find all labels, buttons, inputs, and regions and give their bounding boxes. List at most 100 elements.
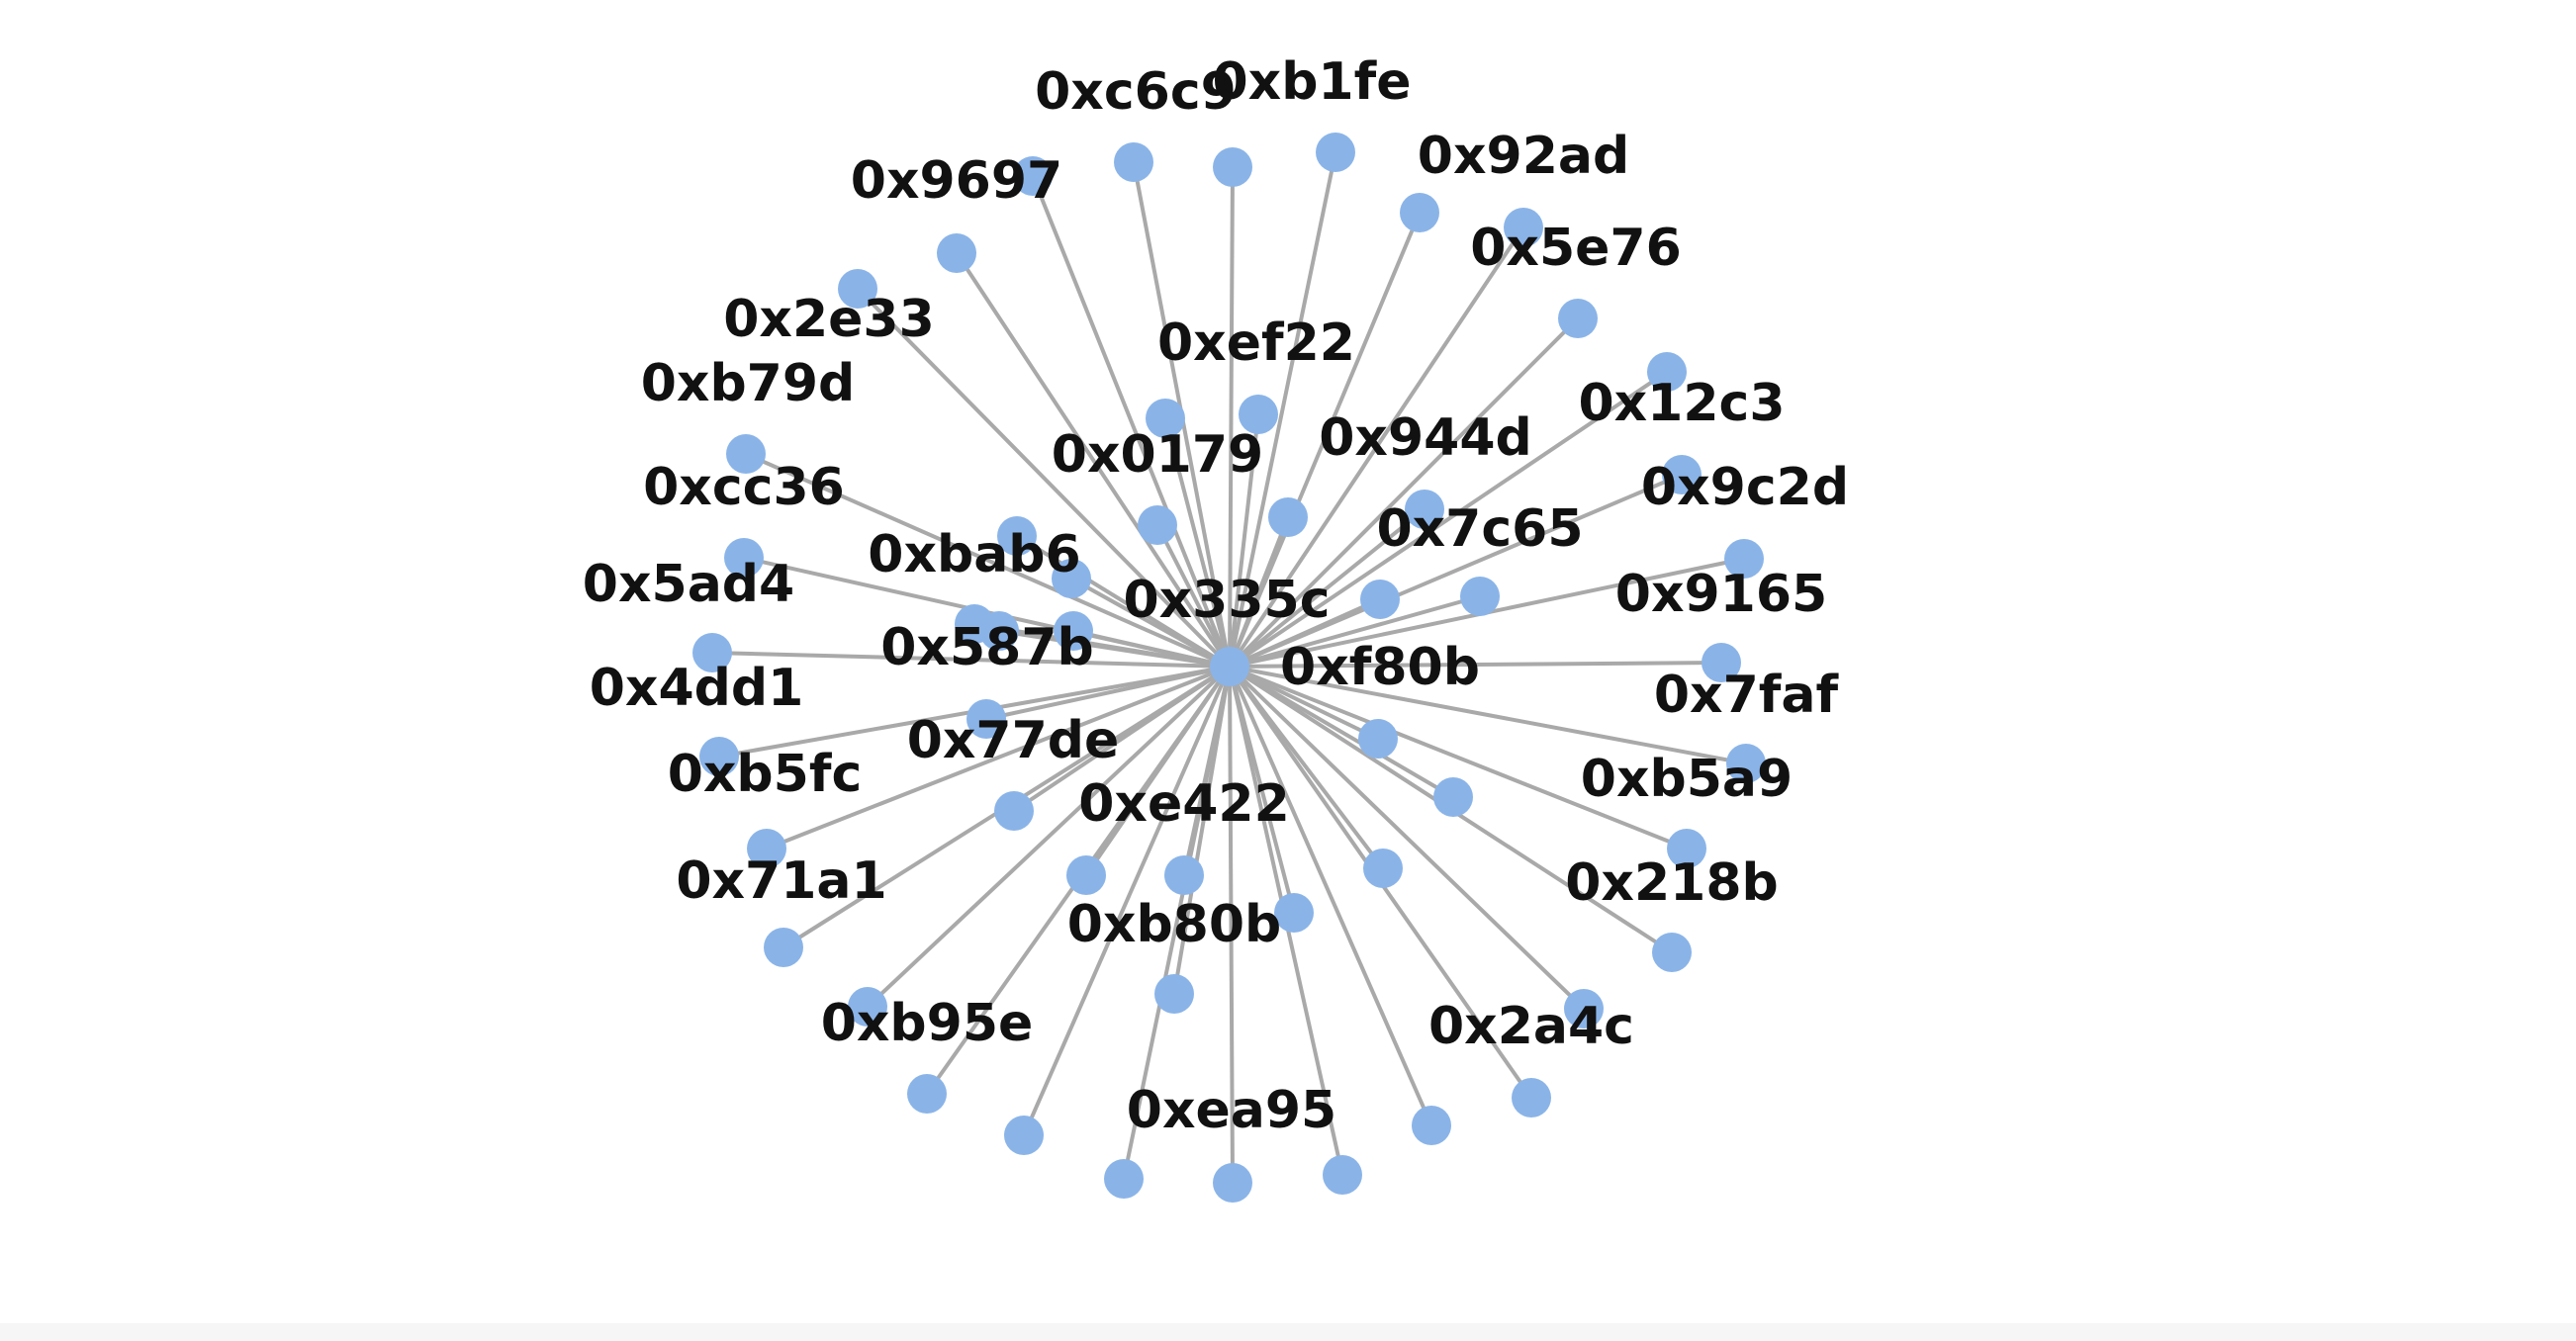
node-n30[interactable] <box>1512 1078 1551 1118</box>
node-n7[interactable] <box>1239 395 1278 434</box>
node-u15[interactable] <box>1412 1106 1451 1145</box>
edge-n23 <box>766 665 1231 850</box>
bottom-strip <box>0 1323 2576 1341</box>
node-label-n12: 0xcc36 <box>643 458 845 517</box>
node-label-n30: 0x2a4c <box>1428 997 1634 1056</box>
edge-n16 <box>711 651 1231 669</box>
node-n4[interactable] <box>937 233 976 273</box>
node-label-n21: 0x7faf <box>1654 666 1840 725</box>
edge-n17 <box>1229 661 1722 669</box>
node-label-n24: 0xb5a9 <box>1581 750 1793 809</box>
node-u21[interactable] <box>979 611 1019 651</box>
edge-u21 <box>998 629 1231 669</box>
node-n1[interactable] <box>1114 142 1153 182</box>
node-n18[interactable] <box>1054 611 1093 651</box>
node-hub[interactable] <box>1210 647 1249 686</box>
edge-n2 <box>1228 151 1337 668</box>
node-u20[interactable] <box>1013 156 1053 196</box>
node-label-n19: 0xf80b <box>1280 638 1480 697</box>
node-n9[interactable] <box>1662 455 1702 494</box>
node-n2[interactable] <box>1316 133 1355 172</box>
edge-u17 <box>1122 666 1232 1180</box>
node-u12[interactable] <box>1363 849 1403 888</box>
node-n27[interactable] <box>1652 933 1692 972</box>
node-u18[interactable] <box>1004 1116 1044 1155</box>
edge-u15 <box>1228 666 1433 1126</box>
edge-n19 <box>1229 665 1379 741</box>
node-n12[interactable] <box>724 538 764 578</box>
edge-n14 <box>1229 594 1481 669</box>
node-n22[interactable] <box>994 791 1034 831</box>
node-n24[interactable] <box>1667 829 1706 868</box>
node-label-n9: 0x12c3 <box>1578 374 1785 433</box>
node-n6[interactable] <box>838 269 877 309</box>
node-u5[interactable] <box>1360 580 1400 619</box>
edge-n28 <box>1172 666 1232 995</box>
node-label-n25: 0xe422 <box>1078 774 1290 834</box>
node-u7[interactable] <box>1146 399 1185 438</box>
node-n16[interactable] <box>692 633 732 672</box>
node-label-n11: 0x0179 <box>1052 425 1263 485</box>
node-label-hub: 0x335c <box>1123 571 1330 630</box>
node-label-n26: 0x71a1 <box>676 851 886 911</box>
edge-u19 <box>866 665 1232 1009</box>
edge-u10 <box>1084 665 1232 877</box>
node-n19[interactable] <box>1358 719 1398 759</box>
node-u1[interactable] <box>1213 147 1252 187</box>
node-label-n8: 0xb79d <box>641 354 856 413</box>
edge-u3 <box>1228 370 1669 669</box>
node-label-n27: 0x218b <box>1565 853 1779 913</box>
edge-n7 <box>1228 413 1260 668</box>
node-label-n3: 0x92ad <box>1418 127 1629 186</box>
node-n21[interactable] <box>1726 744 1766 783</box>
node-u17[interactable] <box>1104 1159 1144 1199</box>
node-label-n22: 0x77de <box>907 711 1120 770</box>
node-u10[interactable] <box>1066 855 1106 895</box>
node-n29[interactable] <box>907 1074 947 1114</box>
node-u2[interactable] <box>1504 208 1543 247</box>
node-u3[interactable] <box>1647 352 1687 392</box>
node-n3[interactable] <box>1400 193 1439 232</box>
node-u16[interactable] <box>1323 1155 1362 1195</box>
node-label-n18: 0x587b <box>880 618 1094 677</box>
edge-n5 <box>1228 316 1580 669</box>
node-n28[interactable] <box>1154 974 1194 1014</box>
node-u8[interactable] <box>997 516 1037 556</box>
edge-u7 <box>1163 417 1232 668</box>
edge-n4 <box>955 251 1232 669</box>
node-n14[interactable] <box>1460 577 1500 616</box>
node-n25[interactable] <box>1164 855 1204 895</box>
node-u14[interactable] <box>1564 989 1604 1028</box>
node-n20[interactable] <box>699 737 739 776</box>
edge-u9 <box>985 665 1231 721</box>
node-label-n2: 0xb1fe <box>1212 52 1411 112</box>
node-n17[interactable] <box>1702 643 1741 682</box>
node-u11[interactable] <box>1274 893 1314 933</box>
edge-n21 <box>1229 665 1747 765</box>
node-label-n31: 0xea95 <box>1127 1081 1336 1140</box>
node-label-n4: 0x9697 <box>851 151 1062 211</box>
node-label-n14: 0x7c65 <box>1376 499 1583 559</box>
node-u6[interactable] <box>1052 559 1091 598</box>
node-label-n20: 0x4dd1 <box>590 659 804 718</box>
node-n11[interactable] <box>1138 505 1177 545</box>
node-n26[interactable] <box>764 928 803 967</box>
node-n10[interactable] <box>1405 490 1444 529</box>
node-label-n23: 0xb5fc <box>668 745 863 804</box>
edge-u2 <box>1228 225 1525 669</box>
edge-n31 <box>1228 666 1235 1184</box>
node-n5[interactable] <box>1558 299 1598 338</box>
node-u13[interactable] <box>1433 777 1473 817</box>
node-n23[interactable] <box>747 829 786 868</box>
edge-n11 <box>1155 524 1232 668</box>
node-n31[interactable] <box>1213 1163 1252 1203</box>
node-n13[interactable] <box>1724 539 1764 579</box>
node-label-n1: 0xc6c9 <box>1035 62 1237 122</box>
node-n8[interactable] <box>726 434 766 474</box>
node-u9[interactable] <box>966 699 1006 739</box>
node-u19[interactable] <box>848 987 887 1027</box>
node-u4[interactable] <box>1268 497 1308 537</box>
nodes-layer <box>692 133 1766 1203</box>
